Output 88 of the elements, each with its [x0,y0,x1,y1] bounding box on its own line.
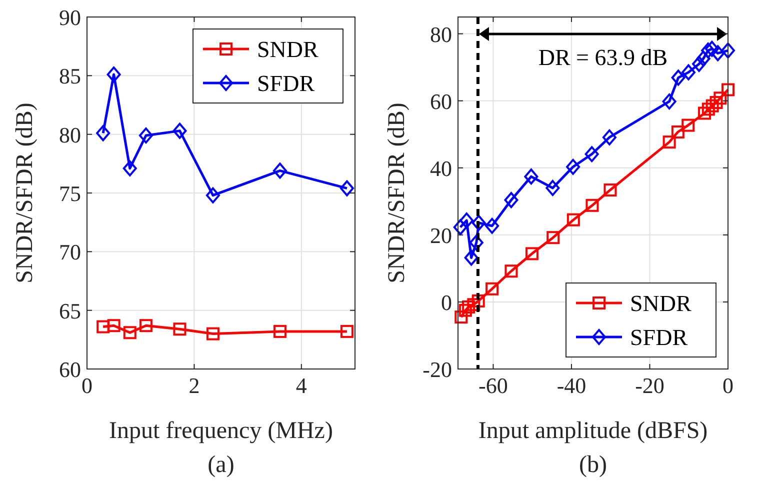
point [340,324,354,338]
point [206,327,220,340]
point [714,92,727,105]
x-tick-label: 4 [296,373,307,398]
point [173,322,186,336]
point [698,106,712,120]
legend-label: SFDR [257,71,316,96]
point [462,300,476,314]
point [469,234,484,251]
y-tick-label: 40 [430,156,452,181]
x-tick-label: -40 [556,373,586,398]
point [273,324,286,338]
x-axis-title: Input amplitude (dBFS) [478,418,708,444]
point [604,183,617,196]
point [206,187,220,204]
point [472,214,486,231]
point [458,304,472,317]
point [682,118,695,132]
point [586,198,599,212]
point [454,310,468,324]
point [704,40,719,57]
point [546,180,560,196]
x-axis-title: Input frequency (MHz) [109,418,333,444]
point [721,42,735,59]
point [662,93,676,110]
x-tick-label: -60 [478,373,508,398]
point [504,192,518,208]
x-tick-label: 0 [722,373,734,398]
point [681,64,696,80]
point [96,125,110,142]
point [467,298,480,312]
point [96,320,110,334]
y-tick-label: 65 [59,298,81,324]
text: (b) [579,452,607,478]
point [525,247,538,260]
x-tick-label: -20 [635,373,664,398]
point [504,264,518,278]
point [671,70,686,86]
point [692,56,706,72]
point [486,282,499,296]
y-tick-label: 90 [59,5,81,30]
point [485,218,500,234]
point [472,294,485,308]
y-tick-label: -20 [422,357,452,382]
point [139,319,152,332]
point [710,96,723,109]
point [602,129,616,146]
y-tick-label: 75 [59,181,81,206]
y-tick-label: 20 [430,222,452,248]
point [138,128,153,144]
point [460,212,474,228]
point [701,42,716,59]
point [524,168,538,185]
point [546,231,560,244]
legend-label: SNDR [257,37,320,62]
point [106,66,121,82]
x-tick-label: 2 [188,373,200,398]
point [272,162,287,179]
point [671,125,684,138]
point [107,319,120,332]
point [662,136,676,149]
y-tick-label: 60 [59,357,81,382]
point [696,50,710,67]
y-tick-label: 85 [59,64,81,89]
y-tick-label: 80 [59,122,81,148]
point [464,250,478,266]
point [122,160,137,176]
legend-label: SNDR [630,291,692,316]
y-axis-title: SNDR/SFDR (dB) [12,102,38,284]
point [566,158,580,175]
y-tick-label: 80 [430,22,452,47]
point [722,83,734,96]
annotation: DR = 63.9 dB [538,45,668,70]
point [123,326,136,340]
point [172,122,187,139]
point [453,219,468,236]
point [710,45,725,62]
point [584,146,599,162]
y-tick-label: 70 [59,240,81,265]
point [340,180,354,196]
point [706,99,719,112]
y-tick-label: 60 [430,88,452,114]
point [566,213,580,226]
text: (a) [208,452,234,478]
y-tick-label: 0 [441,290,452,315]
y-axis-title: SNDR/SFDR (dB) [384,102,410,284]
legend-label: SFDR [630,325,688,350]
point [702,102,715,116]
